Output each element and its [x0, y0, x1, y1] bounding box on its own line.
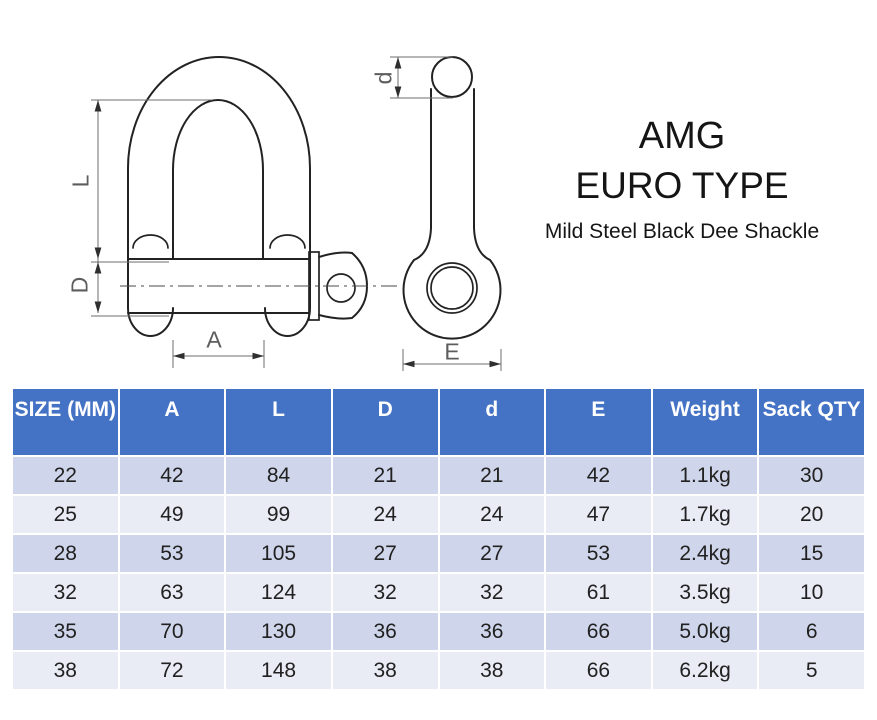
table-cell: 21 [439, 457, 545, 494]
table-cell: 24 [332, 496, 438, 533]
pin-eye [326, 273, 356, 303]
table-cell: 3.5kg [652, 574, 758, 611]
column-header-d-small: d [439, 389, 545, 455]
table-cell: 42 [546, 457, 651, 494]
side-view-dimensions [390, 56, 502, 371]
dim-label-D: D [66, 276, 93, 294]
table-cell: 24 [439, 496, 545, 533]
table-cell: 38 [439, 652, 545, 689]
table-cell: 66 [546, 652, 651, 689]
front-view-pin [120, 251, 400, 321]
table-cell: 130 [226, 613, 331, 650]
table-cell: 70 [119, 613, 225, 650]
table-cell: 63 [119, 574, 225, 611]
product-type: EURO TYPE [575, 165, 789, 206]
table-cell: 27 [439, 535, 545, 572]
table-cell: 35 [13, 613, 118, 650]
product-subtitle: Mild Steel Black Dee Shackle [544, 220, 820, 243]
column-header-l: L [226, 389, 331, 455]
front-view-shackle-body [127, 56, 311, 337]
table-cell: 15 [759, 535, 864, 572]
shackle-technical-drawing [91, 56, 502, 371]
table-cell: 28 [13, 535, 118, 572]
column-header-weight: Weight [652, 389, 758, 455]
table-cell: 32 [439, 574, 545, 611]
column-header-a: A [119, 389, 225, 455]
table-cell: 36 [332, 613, 438, 650]
spec-table: SIZE (MM) A L D d E Weight Sack QTY 22 4… [13, 389, 864, 689]
table-cell: 72 [119, 652, 225, 689]
brand-title: AMG [638, 115, 726, 157]
column-header-sack-qty: Sack QTY [759, 389, 864, 455]
table-cell: 1.1kg [652, 457, 758, 494]
dim-label-E: E [444, 338, 460, 365]
column-header-size: SIZE (MM) [13, 389, 118, 455]
front-view-dimensions [91, 99, 265, 368]
table-cell: 66 [546, 613, 651, 650]
table-cell: 6.2kg [652, 652, 758, 689]
table-cell: 30 [759, 457, 864, 494]
table-cell: 5 [759, 652, 864, 689]
table-cell: 47 [546, 496, 651, 533]
table-cell: 20 [759, 496, 864, 533]
eye-hole [426, 262, 478, 314]
table-cell: 6 [759, 613, 864, 650]
table-cell: 105 [226, 535, 331, 572]
table-cell: 36 [439, 613, 545, 650]
table-cell: 10 [759, 574, 864, 611]
column-header-e: E [546, 389, 651, 455]
table-cell: 22 [13, 457, 118, 494]
table-cell: 32 [13, 574, 118, 611]
dim-label-d: d [370, 71, 397, 85]
table-cell: 53 [119, 535, 225, 572]
table-cell: 1.7kg [652, 496, 758, 533]
column-header-d: D [332, 389, 438, 455]
table-cell: 124 [226, 574, 331, 611]
table-cell: 84 [226, 457, 331, 494]
table-cell: 61 [546, 574, 651, 611]
table-cell: 99 [226, 496, 331, 533]
table-cell: 2.4kg [652, 535, 758, 572]
dim-label-A: A [206, 326, 222, 353]
table-cell: 21 [332, 457, 438, 494]
bow-cross-section [431, 56, 473, 98]
table-cell: 53 [546, 535, 651, 572]
table-cell: 148 [226, 652, 331, 689]
table-cell: 49 [119, 496, 225, 533]
dim-label-L: L [67, 174, 94, 188]
table-cell: 27 [332, 535, 438, 572]
side-view-shackle-body [402, 56, 502, 340]
table-cell: 42 [119, 457, 225, 494]
table-cell: 38 [13, 652, 118, 689]
table-cell: 32 [332, 574, 438, 611]
title-block: AMG EURO TYPE Mild Steel Black Dee Shack… [500, 111, 864, 253]
table-cell: 38 [332, 652, 438, 689]
table-cell: 5.0kg [652, 613, 758, 650]
table-cell: 25 [13, 496, 118, 533]
